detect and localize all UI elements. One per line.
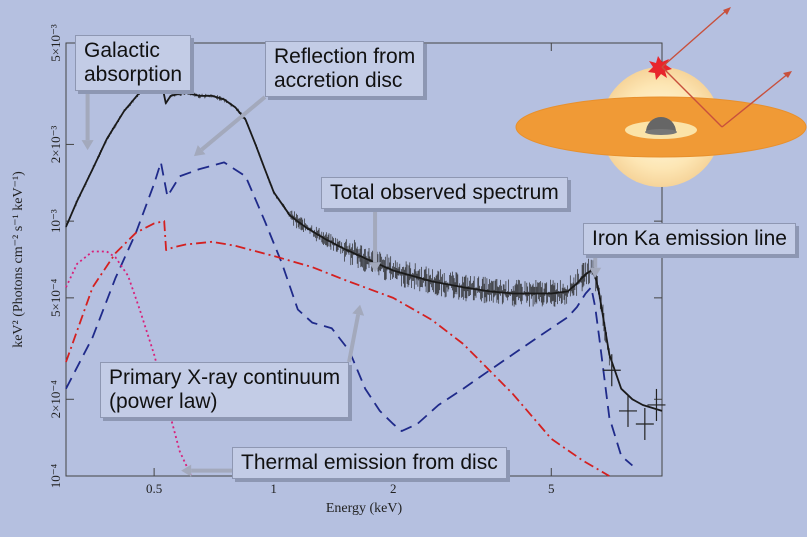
x-tick-label: 5 <box>548 481 555 496</box>
accretion-disc-illustration <box>515 7 807 187</box>
x-tick-label: 1 <box>270 481 277 496</box>
x-tick-label: 2 <box>390 481 397 496</box>
y-tick-label: 2×10⁻³ <box>48 126 63 164</box>
tick-labels: 0.5 1 2 5 10⁻⁴ 2×10⁻⁴ 5×10⁻⁴ 10⁻³ 2×10⁻³ 5×10⁻³ <box>48 24 555 496</box>
annotation-arrows <box>81 91 602 477</box>
annotation-thermal-emission: Thermal emission from disc <box>232 447 507 479</box>
arrowhead-thermal <box>181 464 192 477</box>
ray-arrowheads <box>723 7 792 78</box>
annotation-primary-continuum: Primary X-ray continuum (power law) <box>100 362 350 418</box>
arrowhead-reflection <box>194 145 206 157</box>
annotation-iron-line: Iron Ka emission line <box>583 223 796 255</box>
x-tick-label: 0.5 <box>146 481 162 496</box>
annotation-reflection: Reflection from accretion disc <box>265 41 425 97</box>
series-power_law <box>65 220 610 477</box>
arrow-reflection <box>200 95 267 152</box>
series-reflection <box>65 161 633 467</box>
arrowhead-iron <box>589 267 602 278</box>
y-tick-label: 10⁻³ <box>48 209 63 233</box>
annotation-galactic-absorption: Galactic absorption <box>75 35 192 91</box>
x-axis-label: Energy (keV) <box>326 501 403 516</box>
y-tick-label: 10⁻⁴ <box>48 463 63 488</box>
flare-burst <box>648 56 672 80</box>
y-axis-label: keV² (Photons cm⁻² s⁻¹ keV⁻¹) <box>11 171 26 348</box>
y-tick-label: 2×10⁻⁴ <box>48 380 63 419</box>
black-hole-base <box>645 129 677 135</box>
y-tick-label: 5×10⁻⁴ <box>48 278 63 317</box>
annotation-total-spectrum: Total observed spectrum <box>321 177 568 209</box>
arrowhead-total <box>369 262 382 273</box>
data-points <box>602 354 666 440</box>
black-hole <box>646 117 676 132</box>
arrowhead-galactic <box>81 140 94 151</box>
y-tick-label: 5×10⁻³ <box>48 24 63 62</box>
ray-lines <box>661 8 790 128</box>
arrow-primary <box>347 314 361 363</box>
arrowhead-primary <box>352 304 365 316</box>
